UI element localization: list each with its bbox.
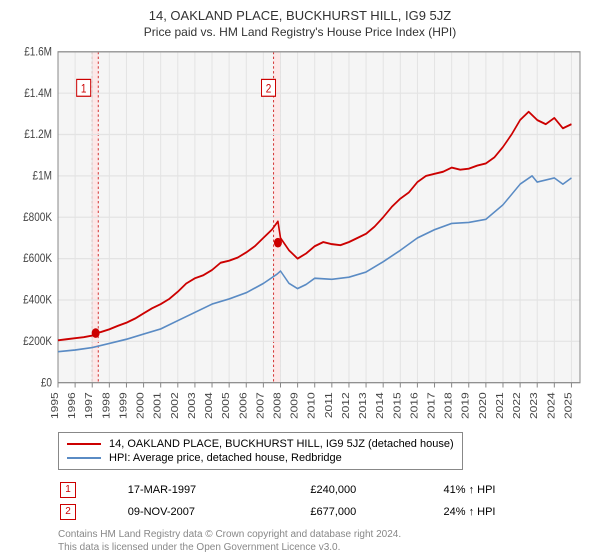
svg-text:2015: 2015 [392, 392, 403, 419]
svg-text:£600K: £600K [23, 252, 52, 265]
svg-text:2016: 2016 [409, 392, 420, 419]
chart-plot: £0 £200K £400K £600K £800K £1M £1.2M £1.4M £1.6M… [10, 47, 590, 426]
svg-text:2012: 2012 [341, 392, 352, 419]
svg-text:£1.2M: £1.2M [24, 128, 52, 141]
svg-text:£800K: £800K [23, 211, 52, 224]
table-row: 1 17-MAR-1997 £240,000 41% ↑ HPI [60, 480, 588, 500]
chart-subtitle: Price paid vs. HM Land Registry's House … [10, 25, 590, 39]
svg-text:2: 2 [266, 83, 272, 96]
svg-text:1995: 1995 [50, 392, 61, 419]
svg-text:2010: 2010 [307, 392, 318, 419]
legend-label: 14, OAKLAND PLACE, BUCKHURST HILL, IG9 5… [109, 438, 454, 450]
svg-text:£0: £0 [41, 377, 52, 390]
marker-box: 2 [60, 504, 76, 520]
chart-title: 14, OAKLAND PLACE, BUCKHURST HILL, IG9 5… [10, 8, 590, 23]
transaction-price: £677,000 [310, 502, 441, 522]
chart-container: 14, OAKLAND PLACE, BUCKHURST HILL, IG9 5… [0, 0, 600, 560]
svg-text:2003: 2003 [187, 392, 198, 419]
svg-text:2024: 2024 [546, 392, 557, 419]
svg-text:2004: 2004 [204, 392, 215, 419]
legend-swatch [67, 443, 101, 445]
svg-text:1999: 1999 [118, 392, 129, 419]
svg-text:£1.6M: £1.6M [24, 47, 52, 59]
svg-text:2013: 2013 [358, 392, 369, 419]
svg-text:2006: 2006 [238, 392, 249, 419]
svg-text:2011: 2011 [324, 392, 335, 418]
svg-text:2018: 2018 [444, 392, 455, 419]
svg-text:2017: 2017 [426, 392, 437, 419]
transaction-price: £240,000 [310, 480, 441, 500]
marker-box: 1 [60, 482, 76, 498]
svg-text:2007: 2007 [255, 392, 266, 419]
transaction-delta: 24% ↑ HPI [444, 502, 589, 522]
transaction-table: 1 17-MAR-1997 £240,000 41% ↑ HPI 2 09-NO… [58, 478, 590, 524]
legend-label: HPI: Average price, detached house, Redb… [109, 452, 342, 464]
table-row: 2 09-NOV-2007 £677,000 24% ↑ HPI [60, 502, 588, 522]
legend-swatch [67, 457, 101, 459]
svg-text:1998: 1998 [101, 392, 112, 419]
legend: 14, OAKLAND PLACE, BUCKHURST HILL, IG9 5… [58, 432, 463, 470]
chart-svg: £0 £200K £400K £600K £800K £1M £1.2M £1.4M £1.6M… [10, 47, 590, 426]
svg-text:1: 1 [81, 83, 87, 96]
transaction-date: 17-MAR-1997 [128, 480, 309, 500]
svg-text:2019: 2019 [461, 392, 472, 419]
legend-item: 14, OAKLAND PLACE, BUCKHURST HILL, IG9 5… [67, 437, 454, 451]
svg-text:2020: 2020 [478, 392, 489, 419]
svg-text:£400K: £400K [23, 294, 52, 307]
svg-text:2014: 2014 [375, 392, 386, 419]
svg-text:2000: 2000 [135, 392, 146, 419]
transaction-date: 09-NOV-2007 [128, 502, 309, 522]
svg-text:2002: 2002 [170, 392, 181, 419]
legend-item: HPI: Average price, detached house, Redb… [67, 451, 454, 465]
svg-text:2005: 2005 [221, 392, 232, 419]
footnote: Contains HM Land Registry data © Crown c… [58, 528, 590, 554]
transaction-delta: 41% ↑ HPI [444, 480, 589, 500]
svg-text:£1.4M: £1.4M [24, 87, 52, 100]
svg-text:2023: 2023 [529, 392, 540, 419]
svg-text:2022: 2022 [512, 392, 523, 419]
svg-text:2001: 2001 [153, 392, 164, 419]
svg-text:2025: 2025 [563, 392, 574, 419]
svg-text:1996: 1996 [67, 392, 78, 419]
svg-text:£1M: £1M [33, 170, 52, 183]
svg-text:1997: 1997 [84, 392, 95, 419]
svg-text:£200K: £200K [23, 335, 52, 348]
svg-text:2009: 2009 [289, 392, 300, 419]
svg-text:2021: 2021 [495, 392, 506, 419]
svg-text:2008: 2008 [272, 392, 283, 419]
